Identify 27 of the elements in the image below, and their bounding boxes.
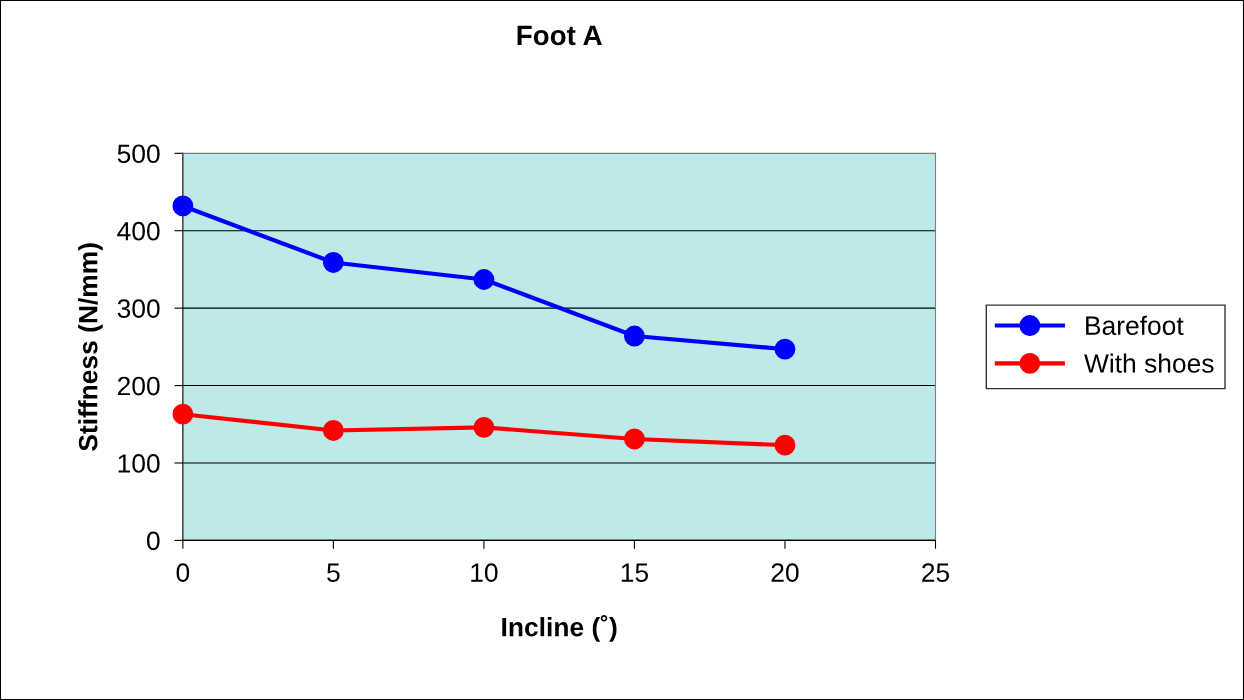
- point: [624, 428, 645, 450]
- point: [774, 338, 796, 360]
- x-tick-label: 25: [922, 563, 950, 583]
- legend-label: Barefoot: [1086, 315, 1184, 336]
- point: [172, 403, 194, 425]
- y-tick-label: 100: [118, 454, 160, 473]
- x-tick-label: 5: [327, 563, 340, 583]
- legend-label: With shoes: [1084, 353, 1214, 373]
- y-tick-label: 300: [117, 299, 160, 318]
- x-tick-label: 15: [621, 563, 649, 583]
- point: [322, 252, 344, 273]
- point: [172, 195, 194, 217]
- x-tick-label: 0: [176, 563, 190, 583]
- y-tick-label: 0: [147, 531, 160, 551]
- x-axis-title: Incline (˚): [502, 615, 617, 642]
- point: [473, 269, 495, 290]
- y-axis-title: Stiffness (N/mm): [78, 243, 103, 451]
- y-tick-label: 200: [117, 376, 160, 396]
- point: [473, 416, 495, 438]
- x-tick-label: 20: [771, 563, 799, 583]
- point: [624, 325, 645, 347]
- point: [322, 420, 344, 441]
- y-tick-label: 500: [117, 144, 160, 164]
- point: [774, 434, 796, 456]
- chart-title: Foot A: [517, 25, 602, 46]
- y-tick-label: 400: [117, 221, 160, 241]
- x-tick-label: 10: [471, 563, 498, 583]
